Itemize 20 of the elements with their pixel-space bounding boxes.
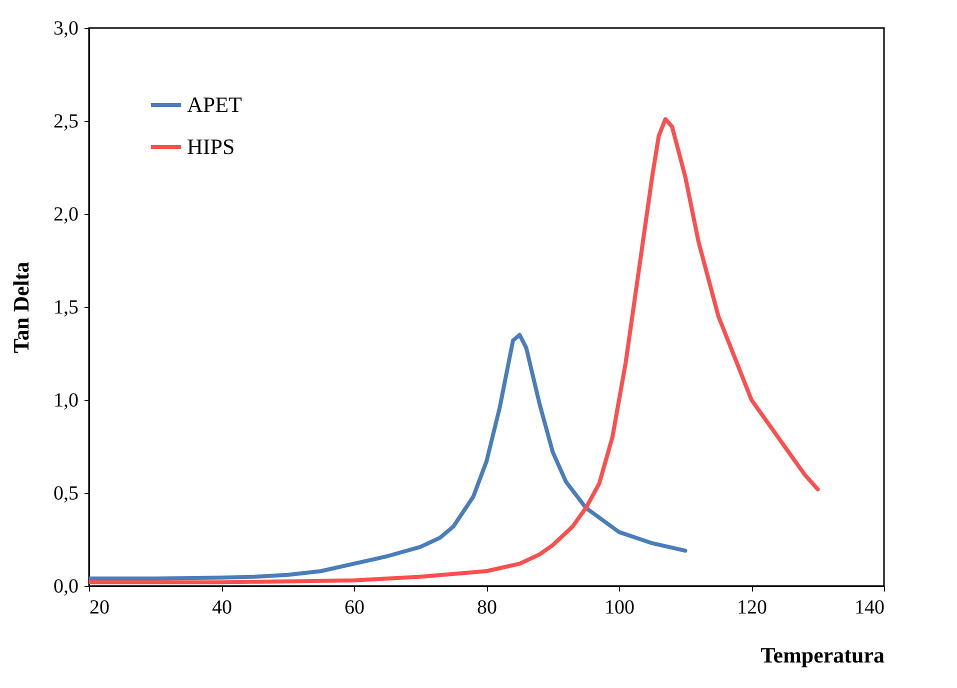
y-tick-label: 1,5 [54,296,78,318]
line-series [89,332,688,581]
y-tick-label: 0,5 [54,482,78,504]
x-tick-label: 100 [604,596,634,618]
x-tick-label: 80 [477,596,497,618]
x-tick-label: 140 [854,596,884,618]
legend-label: HIPS [187,134,235,159]
y-tick-label: 1,0 [54,390,78,412]
y-tick-label: 3,0 [54,18,78,40]
y-axis-title: Tan Delta [8,262,34,354]
x-tick-label: 120 [737,596,767,618]
x-axis-title: Temperatura [760,642,884,668]
y-tick-label: 2,5 [54,110,78,132]
x-tick-label: 60 [344,596,364,618]
line-series [89,117,820,584]
x-tick-label: 20 [90,596,110,618]
x-tick-label: 40 [212,596,232,618]
legend-label: APET [187,92,243,117]
y-tick-label: 0,0 [54,576,78,598]
y-tick-label: 2,0 [54,204,78,226]
